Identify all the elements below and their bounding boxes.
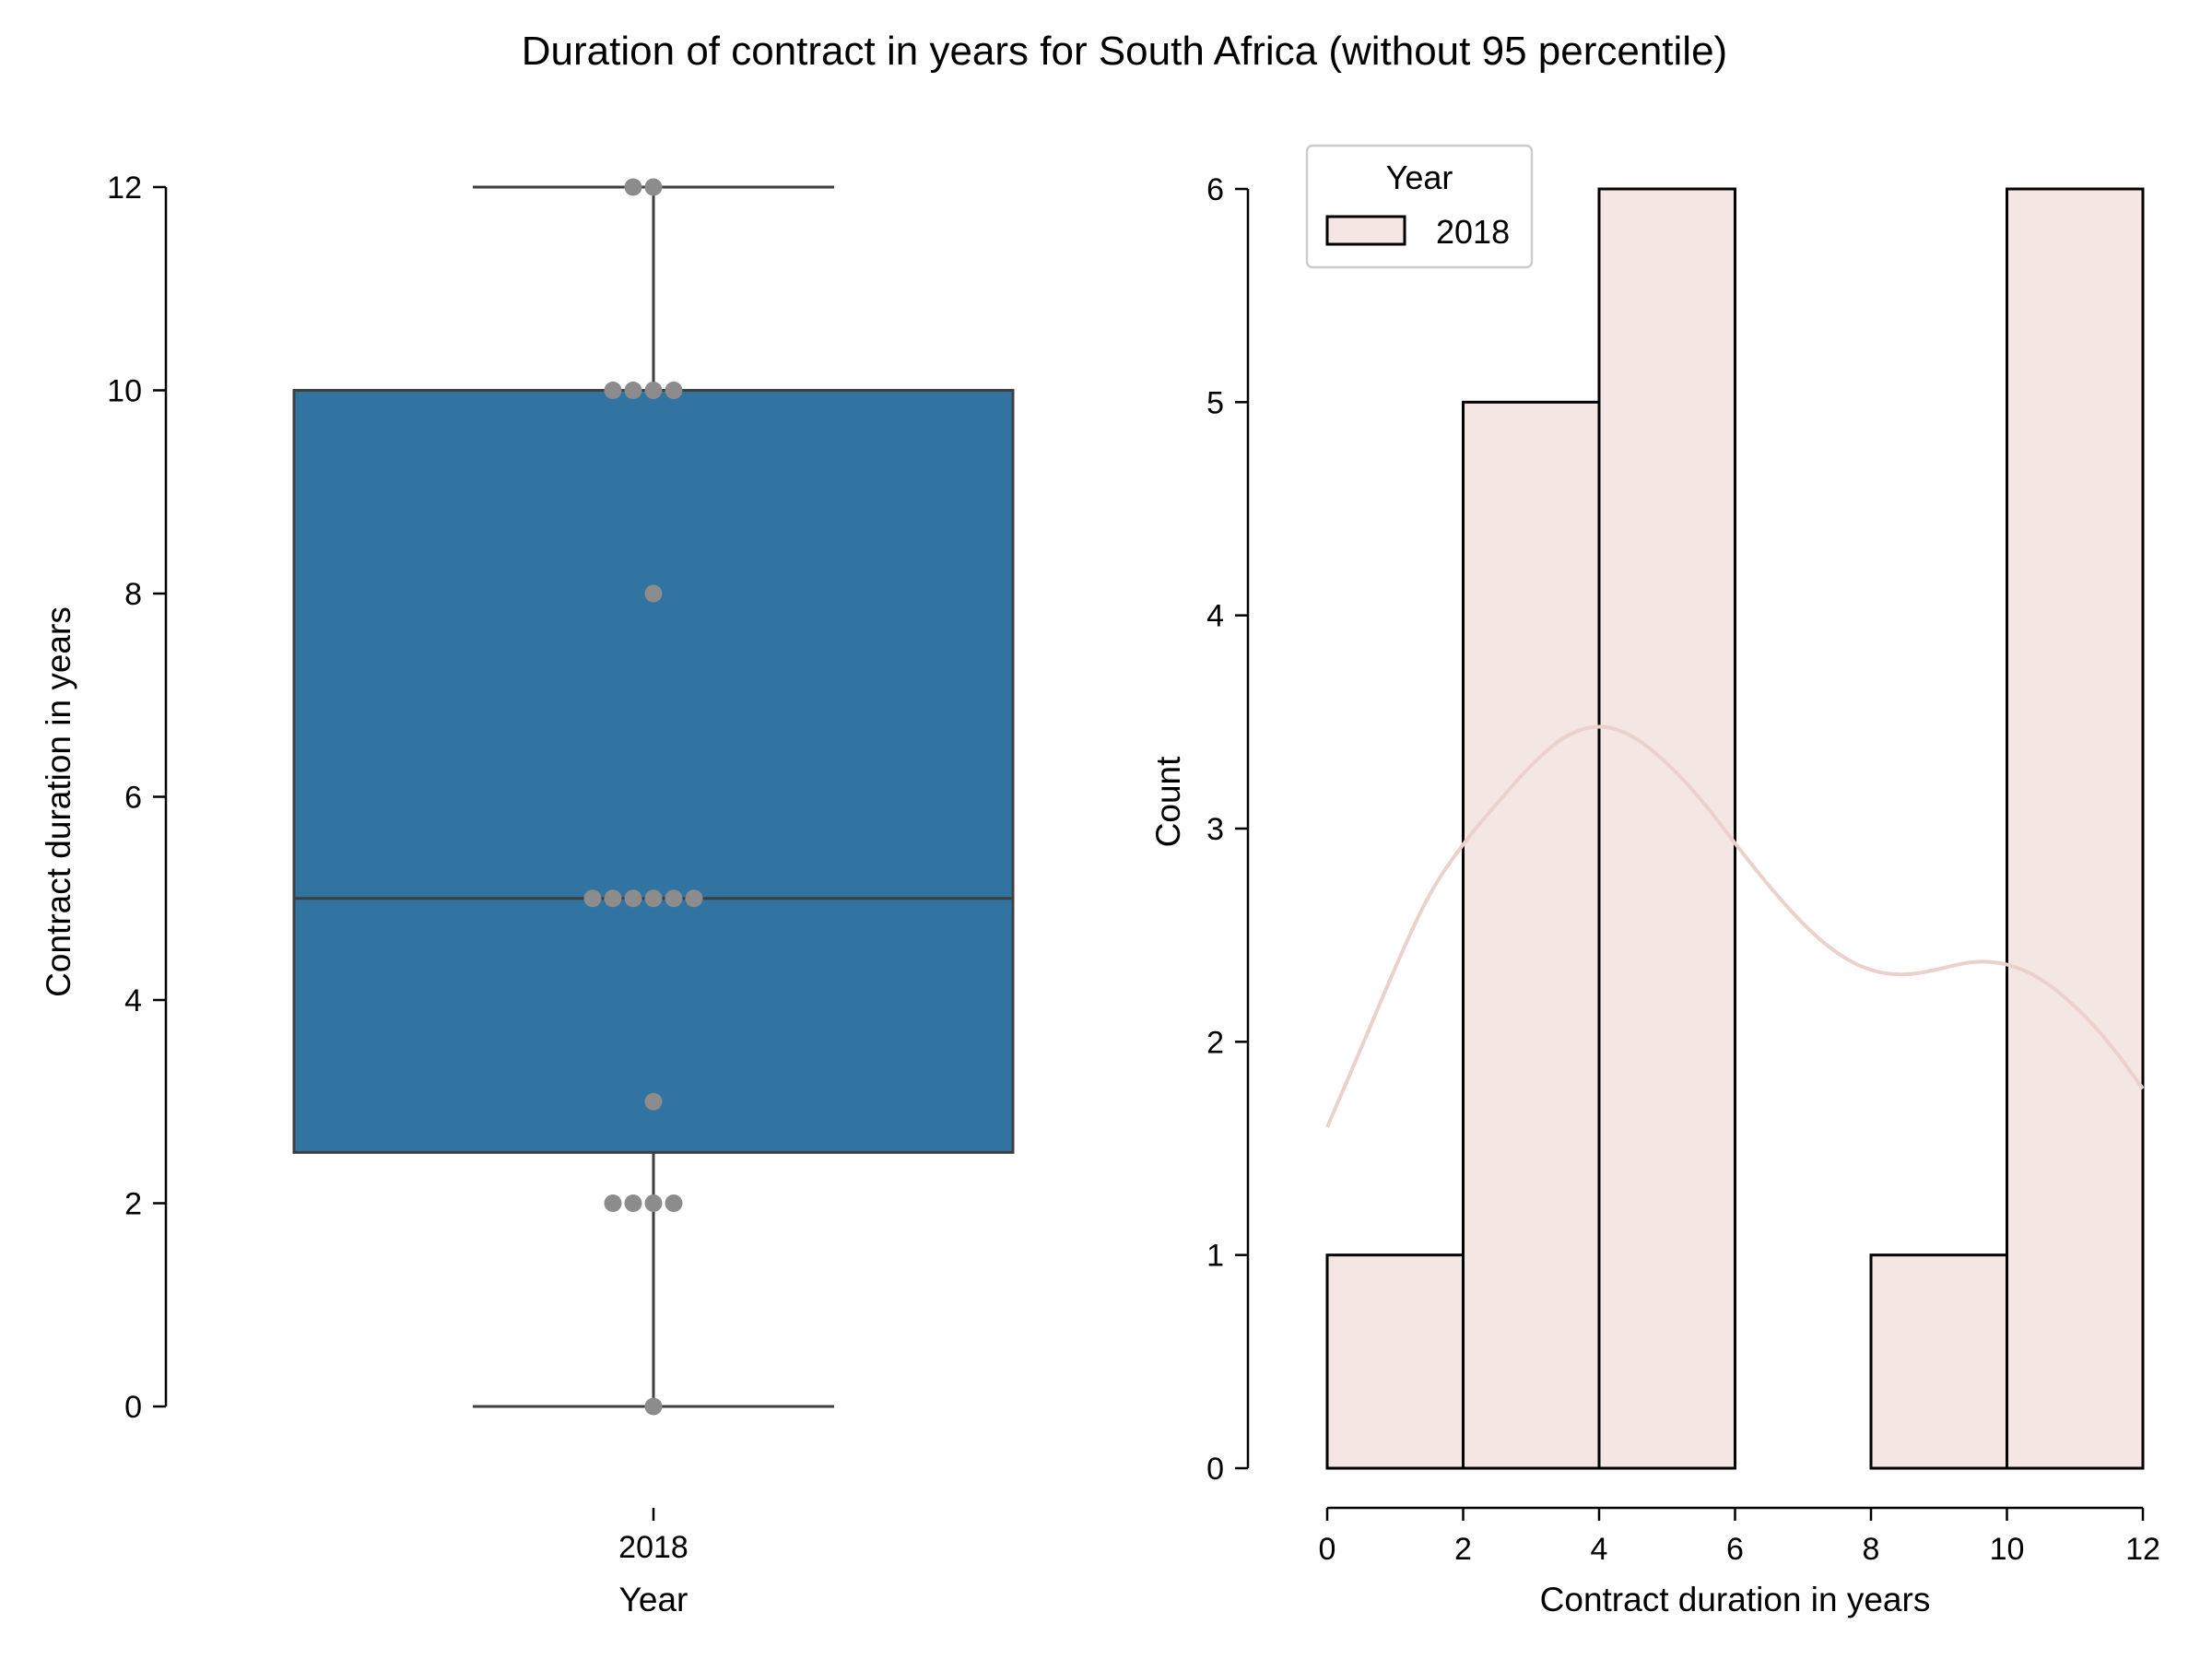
boxplot-x-label: Year	[619, 1581, 688, 1618]
boxplot-y-label: Contract duration in years	[40, 606, 77, 997]
boxplot-swarm-points	[583, 178, 703, 1416]
swarm-point	[644, 1092, 663, 1111]
boxplot-x-tick-label: 2018	[618, 1530, 688, 1565]
swarm-point	[624, 178, 642, 196]
swarm-point	[665, 382, 683, 399]
histogram-bar	[1869, 1253, 2008, 1470]
swarm-point	[604, 889, 622, 908]
swarm-point	[583, 889, 602, 908]
kde-curve	[1325, 724, 2145, 1128]
legend-swatch	[1325, 215, 1406, 246]
swarm-point	[644, 178, 663, 196]
swarm-point	[644, 382, 663, 399]
histogram-x-axis: 0 2 4 6 8 10 12	[1319, 1506, 2160, 1567]
histogram-x-tick-label: 10	[1990, 1532, 2025, 1567]
swarm-point	[665, 889, 683, 908]
swarm-point	[624, 889, 642, 908]
histogram-y-tick-label: 5	[1206, 385, 1224, 420]
histogram-bar	[2006, 187, 2145, 1470]
histogram-bar	[1462, 400, 1601, 1470]
histogram-y-tick-label: 4	[1206, 599, 1224, 634]
swarm-point	[644, 889, 663, 908]
histogram-bars	[1325, 187, 2145, 1470]
boxplot-y-axis: 0 2 4 6 8 10 12	[107, 171, 168, 1425]
swarm-point	[644, 1194, 663, 1212]
histogram-x-tick-label: 2	[1454, 1532, 1472, 1567]
swarm-point	[685, 889, 703, 908]
histogram-x-tick-label: 8	[1863, 1532, 1880, 1567]
boxplot-y-tick-label: 8	[124, 577, 142, 612]
boxplot-y-tick-label: 12	[107, 171, 142, 206]
histogram-x-label: Contract duration in years	[1540, 1581, 1931, 1618]
histogram-bar	[1325, 1253, 1465, 1470]
figure-title: Duration of contract in years for South …	[522, 29, 1727, 74]
histogram-y-tick-label: 0	[1206, 1452, 1224, 1487]
boxplot-x-axis: 2018	[618, 1508, 688, 1565]
boxplot-y-tick-label: 2	[124, 1187, 142, 1222]
histogram-y-tick-label: 2	[1206, 1025, 1224, 1060]
histogram-x-tick-label: 6	[1726, 1532, 1744, 1567]
swarm-point	[604, 1194, 622, 1212]
histogram-x-tick-label: 12	[2125, 1532, 2160, 1567]
histogram-y-axis: 0 1 2 3 4 5 6	[1206, 172, 1250, 1487]
swarm-point	[644, 1397, 663, 1416]
boxplot-y-tick-label: 0	[124, 1390, 142, 1425]
swarm-point	[644, 584, 663, 603]
histogram-y-tick-label: 3	[1206, 812, 1224, 847]
legend-title: Year	[1386, 159, 1453, 196]
swarm-point	[604, 382, 622, 399]
swarm-point	[624, 382, 642, 399]
histogram-y-tick-label: 6	[1206, 172, 1224, 207]
histogram-bar	[1597, 187, 1736, 1470]
legend-entry-label: 2018	[1436, 213, 1510, 251]
swarm-point	[624, 1194, 642, 1212]
boxplot-y-tick-label: 10	[107, 374, 142, 409]
boxplot-panel: 0 2 4 6 8 10 12 2018 Contract duration in year…	[40, 171, 1015, 1618]
swarm-point	[665, 1194, 683, 1212]
histogram-x-tick-label: 0	[1319, 1532, 1336, 1567]
legend: Year 2018	[1305, 144, 1534, 269]
histogram-y-tick-label: 1	[1206, 1239, 1224, 1274]
histogram-y-label: Count	[1149, 756, 1187, 847]
boxplot-body	[292, 185, 1015, 1408]
boxplot-y-tick-label: 4	[124, 983, 142, 1018]
boxplot-y-tick-label: 6	[124, 781, 142, 816]
histogram-x-tick-label: 4	[1591, 1532, 1608, 1567]
interquartile-box	[292, 389, 1015, 1154]
